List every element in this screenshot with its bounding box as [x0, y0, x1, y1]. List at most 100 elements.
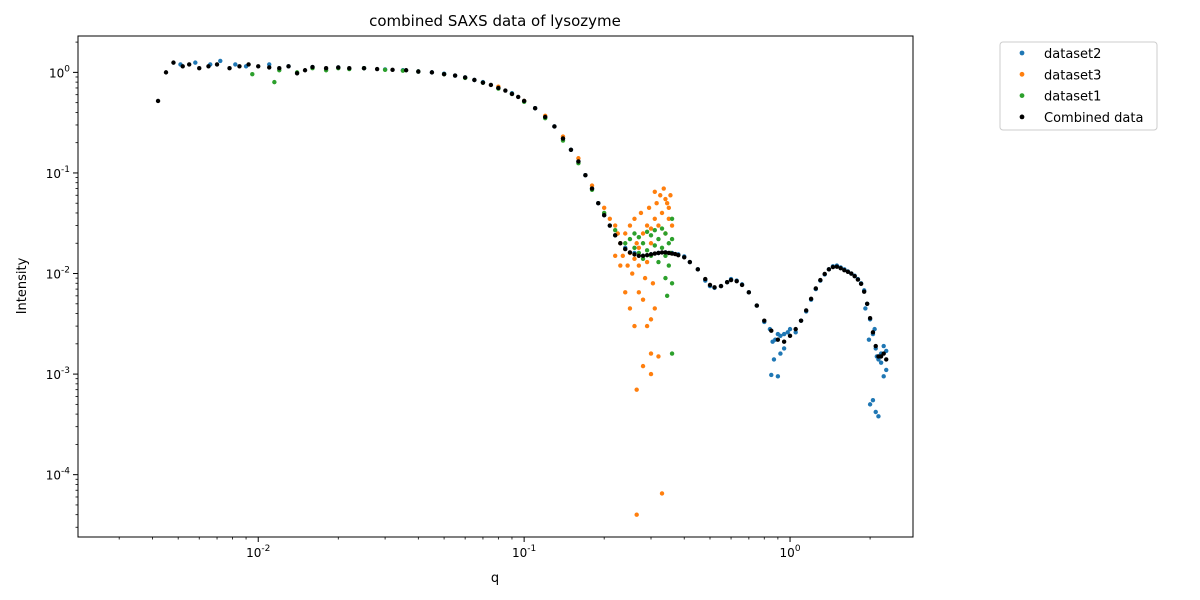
data-point — [516, 94, 521, 100]
data-point — [858, 281, 864, 287]
data-point — [634, 512, 639, 517]
data-point — [636, 263, 642, 268]
data-point — [769, 328, 774, 333]
y-tick-label: 10-1 — [46, 165, 70, 181]
data-point — [867, 315, 873, 321]
data-point — [867, 402, 873, 407]
data-point — [441, 71, 447, 77]
data-point — [769, 372, 774, 378]
data-point — [618, 263, 623, 268]
data-point — [214, 62, 220, 67]
data-point — [632, 245, 637, 251]
data-point — [669, 351, 675, 356]
data-point — [793, 326, 798, 332]
data-point — [607, 216, 613, 222]
data-point — [718, 283, 724, 289]
legend-item: dataset2 — [1019, 47, 1101, 62]
data-point — [878, 360, 884, 365]
data-point — [521, 98, 527, 104]
data-point — [648, 371, 654, 377]
data-point — [472, 77, 477, 83]
data-point — [636, 234, 642, 240]
data-point — [206, 64, 211, 69]
legend-label: dataset3 — [1044, 68, 1101, 83]
data-point — [488, 82, 494, 88]
series-combined-data — [155, 60, 889, 362]
data-point — [881, 343, 886, 349]
data-point — [781, 331, 787, 337]
data-point — [664, 293, 670, 299]
data-point — [607, 223, 613, 228]
data-point — [707, 282, 713, 288]
data-point — [852, 274, 857, 279]
data-point — [861, 289, 867, 294]
data-point — [881, 351, 886, 356]
data-point — [781, 339, 787, 344]
data-point — [785, 330, 790, 335]
legend-label: Combined data — [1044, 111, 1143, 126]
data-point — [277, 66, 282, 71]
data-point — [400, 68, 406, 73]
data-point — [596, 201, 601, 206]
data-point — [734, 278, 739, 284]
data-point — [374, 66, 380, 72]
data-point — [656, 250, 661, 256]
legend: dataset2 dataset3 dataset1 Combined data — [999, 41, 1158, 131]
chart-title: combined SAXS data of lysozyme — [369, 12, 621, 30]
data-point — [793, 330, 798, 335]
data-point — [864, 301, 870, 306]
data-point — [644, 259, 650, 265]
data-point — [627, 236, 633, 242]
data-point — [872, 326, 877, 332]
legend-marker — [1019, 93, 1025, 98]
data-point — [648, 226, 654, 231]
data-point — [834, 264, 840, 269]
data-point — [739, 282, 745, 288]
data-point — [656, 236, 661, 242]
data-point — [762, 318, 767, 323]
data-point — [656, 354, 661, 359]
data-point — [638, 210, 644, 216]
y-axis-title: Intensity — [15, 257, 30, 314]
data-point — [754, 303, 760, 308]
series-dataset1 — [250, 66, 675, 356]
data-point — [884, 357, 889, 362]
data-point — [237, 64, 242, 69]
data-point — [632, 256, 637, 262]
data-point — [623, 231, 628, 236]
data-point — [601, 213, 607, 218]
data-point — [695, 267, 701, 272]
data-point — [155, 98, 161, 104]
x-axis-title: q — [491, 571, 499, 586]
data-point — [822, 271, 827, 277]
data-point — [813, 286, 819, 291]
data-point — [632, 252, 637, 257]
data-point — [612, 253, 618, 259]
data-point — [644, 323, 650, 329]
data-point — [863, 306, 868, 311]
data-point — [267, 62, 272, 67]
data-point — [798, 318, 804, 323]
data-point — [652, 189, 657, 194]
data-point — [382, 67, 388, 73]
data-point — [663, 196, 668, 202]
data-point — [771, 357, 777, 362]
data-point — [218, 58, 223, 64]
data-point — [171, 60, 176, 65]
data-point — [310, 64, 315, 70]
data-point — [663, 275, 668, 281]
data-point — [866, 337, 872, 342]
data-point — [644, 223, 650, 228]
data-point — [532, 106, 538, 111]
data-point — [623, 241, 628, 246]
data-point — [775, 374, 781, 379]
data-point — [652, 306, 657, 311]
data-point — [652, 227, 657, 233]
x-tick-label: 100 — [780, 544, 801, 560]
data-point — [870, 398, 876, 403]
data-point — [462, 75, 468, 80]
x-tick-label: 10-2 — [246, 544, 270, 560]
data-point — [403, 68, 409, 73]
data-point — [842, 267, 847, 273]
data-point — [669, 281, 675, 286]
